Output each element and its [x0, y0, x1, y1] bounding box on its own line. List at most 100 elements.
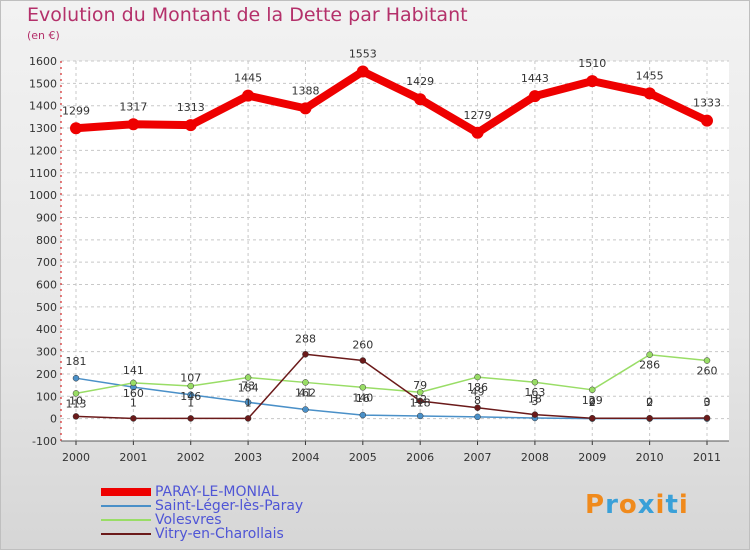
- series-3-point: [359, 357, 367, 364]
- data-label: 3: [531, 395, 538, 408]
- data-label: 1299: [62, 104, 90, 117]
- series-2-point: [646, 351, 653, 358]
- y-tick-label: -100: [32, 435, 57, 448]
- y-tick-label: 900: [36, 211, 57, 224]
- series-0-point: [471, 126, 484, 139]
- data-label: 140: [352, 391, 373, 404]
- data-label: 1510: [578, 57, 606, 70]
- data-label: 113: [66, 397, 87, 410]
- data-label: 1333: [693, 97, 721, 110]
- data-label: 1388: [291, 84, 319, 97]
- y-tick-label: 1200: [29, 144, 57, 157]
- series-0-point: [643, 87, 656, 100]
- data-label: 1: [130, 396, 137, 409]
- series-2-point: [359, 384, 367, 391]
- data-label: 0: [589, 396, 596, 409]
- series-2-point: [187, 382, 194, 390]
- data-label: 260: [697, 365, 718, 378]
- series-2-point: [302, 379, 309, 386]
- series-3-point: [72, 413, 80, 420]
- data-label: 49: [471, 386, 485, 399]
- series-3-point: [302, 351, 309, 358]
- x-tick-label: 2010: [636, 451, 664, 464]
- y-tick-label: 1300: [29, 122, 57, 135]
- series-3-point: [416, 397, 424, 405]
- legend-label-saint-leger: Saint-Léger-lès-Paray: [155, 498, 304, 514]
- series-2-point: [703, 357, 711, 364]
- data-label: 2: [589, 396, 596, 409]
- series-line-3: [75, 353, 708, 420]
- legend-label-volesvres: Volesvres: [155, 512, 222, 528]
- y-tick-label: 100: [36, 390, 57, 403]
- y-tick-label: 500: [36, 301, 57, 314]
- x-tick-label: 2009: [578, 451, 606, 464]
- x-tick-label: 2006: [406, 451, 434, 464]
- series-1-point: [474, 413, 481, 421]
- data-label: 0: [646, 396, 653, 409]
- y-tick-label: 300: [36, 346, 57, 359]
- series-2-point: [416, 389, 424, 396]
- series-2-point: [72, 390, 80, 397]
- x-tick-label: 2007: [464, 451, 492, 464]
- series-3-point: [187, 415, 194, 422]
- series-3-point: [531, 411, 539, 418]
- series-1-point: [302, 406, 309, 413]
- y-tick-label: 1000: [29, 189, 57, 202]
- series-3-point: [703, 414, 711, 422]
- data-label: 3: [704, 396, 711, 409]
- x-tick-label: 2011: [693, 451, 721, 464]
- x-tick-label: 2004: [291, 451, 319, 464]
- data-label: 288: [295, 332, 316, 345]
- legend-item-saint-leger: Saint-Léger-lès-Paray: [101, 498, 304, 514]
- data-label: 1317: [119, 100, 147, 113]
- legend-item-vitry: Vitry-en-Charollais: [101, 526, 303, 542]
- data-label: 186: [467, 381, 488, 394]
- data-label: 181: [66, 355, 87, 368]
- data-label: 163: [524, 386, 545, 399]
- y-tick-label: 1500: [29, 77, 57, 90]
- x-tick-label: 2008: [521, 451, 549, 464]
- series-0-point: [299, 102, 312, 115]
- y-tick-label: 1400: [29, 100, 57, 113]
- chart-title: Evolution du Montant de la Dette par Hab…: [27, 4, 468, 26]
- series-3-point: [646, 414, 653, 422]
- unit-label: (en €): [27, 29, 60, 42]
- data-label: 2: [646, 396, 653, 409]
- series-0-point: [127, 118, 140, 131]
- x-tick-label: 2002: [177, 451, 205, 464]
- series-3-point: [244, 415, 252, 422]
- data-label: 160: [123, 387, 144, 400]
- data-label: 41: [298, 386, 312, 399]
- series-0-point: [70, 122, 82, 135]
- y-tick-label: 700: [36, 256, 57, 269]
- data-label: 146: [180, 390, 201, 403]
- series-3-point: [130, 415, 137, 422]
- data-label: 10: [69, 394, 83, 407]
- series-0-point: [184, 119, 197, 132]
- series-3-point: [474, 404, 481, 411]
- data-label: 260: [352, 339, 373, 352]
- legend-label-vitry: Vitry-en-Charollais: [155, 526, 284, 542]
- data-label: 1279: [464, 109, 492, 122]
- y-tick-label: 800: [36, 234, 57, 247]
- data-label: 1445: [234, 72, 262, 85]
- legend: PARAY-LE-MONIAL Saint-Léger-lès-Paray Vo…: [101, 484, 304, 542]
- series-1-point: [72, 374, 80, 382]
- data-label: 162: [295, 386, 316, 399]
- data-label: 1429: [406, 75, 434, 88]
- data-label: 129: [582, 394, 603, 407]
- series-2-point: [130, 379, 137, 387]
- x-tick-label: 2000: [62, 451, 90, 464]
- y-tick-label: 200: [36, 368, 57, 381]
- series-3-point: [589, 414, 596, 422]
- series-0-point: [586, 75, 599, 88]
- series-1-point: [187, 391, 194, 398]
- data-label: 73: [241, 379, 255, 392]
- series-2-point: [531, 378, 539, 386]
- legend-item-paray: PARAY-LE-MONIAL: [101, 484, 303, 500]
- data-label: 1: [187, 396, 194, 409]
- data-label: 184: [238, 382, 259, 395]
- series-line-2: [75, 353, 708, 395]
- series-line-0: [75, 67, 709, 137]
